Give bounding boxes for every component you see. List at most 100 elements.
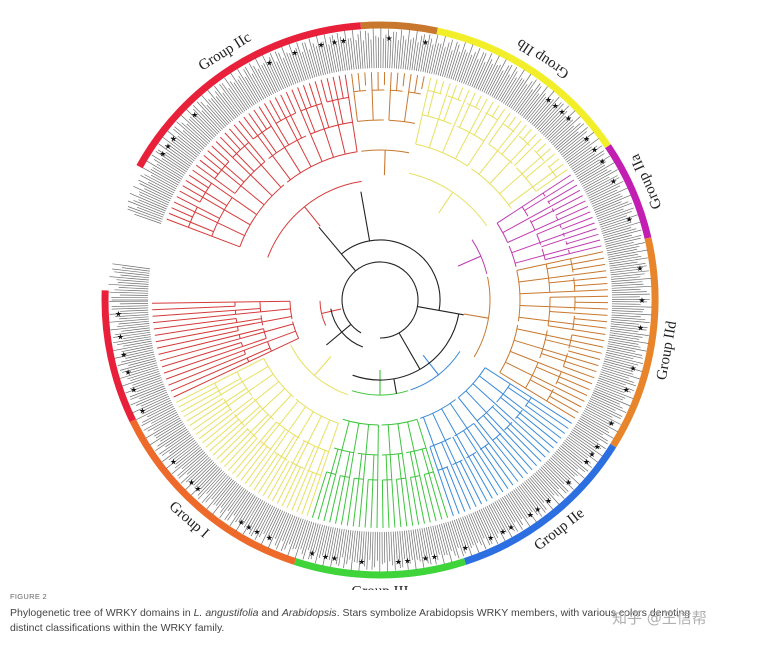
- leaf-label: [421, 528, 429, 564]
- branch-arc: [551, 208, 555, 213]
- leaf-label: [570, 145, 603, 168]
- leaf-label: [515, 89, 533, 113]
- leaf-label: [492, 502, 513, 538]
- leaf-label: [127, 206, 163, 220]
- leaf-label: [522, 482, 546, 513]
- leaf-label: [520, 484, 539, 507]
- leaf-label: [474, 511, 491, 546]
- leaf-label: [591, 394, 623, 409]
- leaf-label: [604, 356, 639, 366]
- leaf-label: [531, 99, 554, 125]
- leaf-label: [336, 32, 344, 72]
- leaf-label: [608, 255, 642, 263]
- leaf-label: [114, 349, 154, 359]
- leaf-label: [242, 500, 264, 535]
- leaf-branch: [258, 435, 296, 494]
- leaf-label: [586, 404, 613, 418]
- leaf-label: [174, 446, 201, 469]
- leaf-label: [609, 263, 646, 269]
- leaf-label: [452, 42, 466, 80]
- leaf-label: [611, 291, 647, 294]
- leaf-label: [389, 40, 392, 69]
- leaf-label: [185, 461, 215, 491]
- leaf-label: [609, 330, 649, 336]
- leaf-branch: [195, 164, 236, 194]
- leaf-label: [288, 517, 300, 545]
- leaf-label: [185, 458, 212, 483]
- core-branch: [326, 323, 352, 346]
- leaf-label: [123, 340, 152, 347]
- leaf-label: [322, 526, 332, 566]
- leaf-branch: [224, 394, 292, 468]
- leaf-label: [482, 507, 499, 538]
- leaf-label: [602, 221, 641, 234]
- leaf-label: [582, 412, 619, 433]
- star-icon: ★: [318, 41, 325, 50]
- leaf-label: [173, 128, 202, 153]
- leaf-branch: [478, 375, 562, 439]
- leaf-label: [512, 81, 533, 110]
- leaf-label: [484, 506, 499, 534]
- branch-arc: [504, 421, 513, 431]
- leaf-label: [500, 498, 516, 523]
- leaf-label: [238, 495, 256, 522]
- leaf-branch: [301, 450, 326, 515]
- leaf-label: [448, 44, 460, 79]
- leaf-branch: [344, 74, 358, 152]
- star-icon: ★: [507, 523, 514, 532]
- leaf-label: [127, 200, 165, 216]
- leaf-label: [114, 271, 150, 276]
- leaf-label: [136, 401, 172, 421]
- leaf-branch: [428, 82, 451, 148]
- leaf-branch: [238, 120, 254, 140]
- leaf-branch: [215, 141, 273, 197]
- leaf-label: [251, 73, 267, 99]
- leaf-label: [135, 391, 168, 406]
- leaf-label: [112, 342, 153, 352]
- leaf-label: [349, 530, 354, 560]
- leaf-label: [117, 355, 155, 366]
- leaf-label: [210, 98, 232, 123]
- leaf-branch: [220, 414, 269, 464]
- leaf-branch: [423, 474, 437, 522]
- leaf-label: [221, 83, 244, 113]
- leaf-label: [243, 497, 260, 524]
- leaf-label: [568, 434, 595, 454]
- leaf-label: [571, 431, 596, 449]
- leaf-label: [212, 482, 238, 515]
- leaf-label: [403, 530, 409, 570]
- branch-arc: [521, 206, 529, 217]
- leaf-branch: [171, 207, 193, 218]
- leaf-branch: [441, 408, 493, 499]
- leaf-label: [532, 474, 560, 505]
- branch-arc: [357, 452, 379, 456]
- leaf-label: [585, 175, 618, 193]
- leaf-label: [136, 381, 164, 393]
- leaf-label: [611, 281, 643, 285]
- leaf-label: [161, 158, 186, 174]
- leaf-branch: [357, 72, 361, 92]
- leaf-label: [524, 481, 547, 510]
- leaf-branch: [525, 153, 556, 179]
- leaf-label: [211, 476, 231, 500]
- leaf-label: [611, 288, 641, 291]
- leaf-branch: [153, 308, 291, 324]
- leaf-branch: [199, 159, 219, 175]
- leaf-label: [413, 42, 419, 71]
- leaf-label: [447, 521, 460, 559]
- leaf-label: [138, 179, 173, 198]
- leaf-label: [335, 43, 342, 72]
- leaf-label: [117, 338, 152, 346]
- leaf-branch: [475, 95, 482, 108]
- leaf-label: [177, 451, 206, 477]
- leaf-label: [489, 70, 504, 96]
- leaf-branch: [467, 108, 506, 167]
- leaf-branch: [296, 472, 314, 513]
- leaf-label: [445, 522, 456, 556]
- leaf-label: [130, 385, 165, 400]
- leaf-branch: [161, 342, 242, 368]
- leaf-label: [171, 140, 196, 160]
- leaf-label: [610, 273, 645, 278]
- leaf-label: [435, 36, 446, 75]
- leaf-label: [263, 63, 278, 92]
